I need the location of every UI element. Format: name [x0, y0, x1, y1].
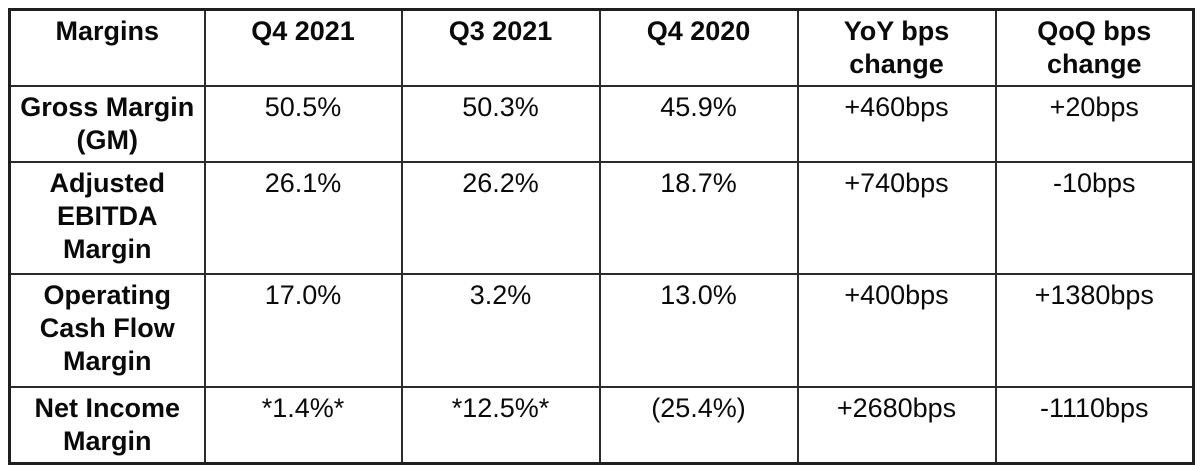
row-label-net-income-margin: Net Income Margin: [8, 386, 206, 465]
cell-ocf-qoq: +1380bps: [994, 273, 1195, 388]
row-label-gross-margin: Gross Margin (GM): [8, 85, 206, 163]
cell-gross-q4-2020: 45.9%: [598, 85, 799, 163]
col-header-yoy-bps-change: YoY bps change: [796, 8, 997, 87]
cell-ni-qoq: -1110bps: [994, 386, 1195, 465]
cell-ni-q4-2020: (25.4%): [598, 386, 799, 465]
cell-ebitda-q4-2020: 18.7%: [598, 161, 799, 275]
col-header-q4-2020: Q4 2020: [598, 8, 799, 87]
cell-gross-q4-2021: 50.5%: [203, 85, 403, 163]
cell-ocf-q4-2021: 17.0%: [203, 273, 403, 388]
col-header-q3-2021: Q3 2021: [400, 8, 601, 87]
col-header-margins: Margins: [8, 8, 206, 87]
cell-ni-q3-2021: *12.5%*: [400, 386, 601, 465]
cell-gross-yoy: +460bps: [796, 85, 997, 163]
margins-table: Margins Q4 2021 Q3 2021 Q4 2020 YoY bps …: [8, 8, 1195, 465]
cell-ebitda-q3-2021: 26.2%: [400, 161, 601, 275]
col-header-q4-2021: Q4 2021: [203, 8, 403, 87]
cell-ocf-yoy: +400bps: [796, 273, 997, 388]
cell-ni-yoy: +2680bps: [796, 386, 997, 465]
cell-ni-q4-2021: *1.4%*: [203, 386, 403, 465]
table-row-operating-cash-flow-margin: Operating Cash Flow Margin 17.0% 3.2% 13…: [8, 273, 1195, 388]
row-label-operating-cash-flow-margin: Operating Cash Flow Margin: [8, 273, 206, 388]
table-row-gross-margin: Gross Margin (GM) 50.5% 50.3% 45.9% +460…: [8, 85, 1195, 163]
cell-gross-qoq: +20bps: [994, 85, 1195, 163]
cell-ebitda-yoy: +740bps: [796, 161, 997, 275]
header-row: Margins Q4 2021 Q3 2021 Q4 2020 YoY bps …: [8, 8, 1195, 87]
cell-ebitda-q4-2021: 26.1%: [203, 161, 403, 275]
row-label-adjusted-ebitda-margin: Adjusted EBITDA Margin: [8, 161, 206, 275]
cell-ocf-q4-2020: 13.0%: [598, 273, 799, 388]
col-header-qoq-bps-change: QoQ bps change: [994, 8, 1195, 87]
cell-ocf-q3-2021: 3.2%: [400, 273, 601, 388]
cell-ebitda-qoq: -10bps: [994, 161, 1195, 275]
cell-gross-q3-2021: 50.3%: [400, 85, 601, 163]
table-row-adjusted-ebitda-margin: Adjusted EBITDA Margin 26.1% 26.2% 18.7%…: [8, 161, 1195, 275]
table-row-net-income-margin: Net Income Margin *1.4%* *12.5%* (25.4%)…: [8, 386, 1195, 465]
